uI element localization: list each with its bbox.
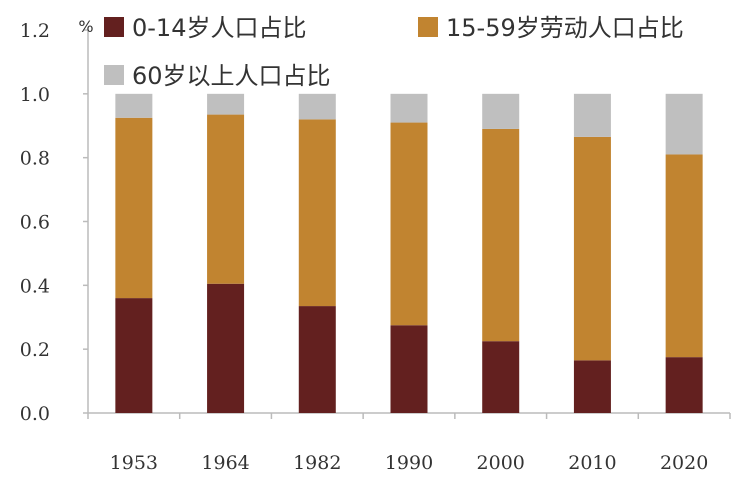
x-tick-label: 1953 bbox=[110, 452, 158, 474]
x-tick-label: 2020 bbox=[660, 452, 708, 474]
x-tick-label: 1990 bbox=[385, 452, 433, 474]
bar-segment-3-1982 bbox=[298, 93, 336, 120]
bar-segment-1-1964 bbox=[207, 283, 245, 413]
bars bbox=[115, 93, 703, 413]
y-tick-label: 0.0 bbox=[20, 403, 50, 425]
legend: 0-14岁人口占比 15-59岁劳动人口占比 60岁以上人口占比 bbox=[104, 14, 684, 90]
bar-segment-2-2010 bbox=[573, 136, 611, 361]
bar-segment-3-2010 bbox=[573, 93, 611, 137]
bar-segment-2-1964 bbox=[207, 114, 245, 284]
bar-segment-2-1982 bbox=[298, 119, 336, 307]
bar-segment-1-2000 bbox=[482, 341, 520, 413]
bar-segment-1-2010 bbox=[573, 360, 611, 413]
legend-label-1: 0-14岁人口占比 bbox=[132, 14, 306, 42]
bar-segment-1-1982 bbox=[298, 306, 336, 413]
bar-segment-1-2020 bbox=[665, 357, 703, 413]
y-axis: 0.0 0.2 0.4 0.6 0.8 1.0 1.2 bbox=[20, 20, 89, 425]
y-tick-label: 0.4 bbox=[20, 275, 50, 297]
bar-segment-2-1953 bbox=[115, 117, 153, 299]
legend-swatch-1 bbox=[104, 17, 124, 37]
bar-segment-3-1964 bbox=[207, 93, 245, 115]
bar-segment-2-2020 bbox=[665, 154, 703, 358]
y-tick-label: 1.0 bbox=[20, 84, 50, 106]
legend-label-3: 60岁以上人口占比 bbox=[132, 62, 331, 90]
bar-segment-2-1990 bbox=[390, 122, 428, 326]
x-tick-label: 1964 bbox=[201, 452, 249, 474]
x-tick-label: 2000 bbox=[477, 452, 525, 474]
y-unit-label: % bbox=[78, 17, 93, 36]
bar-segment-3-2020 bbox=[665, 93, 703, 155]
legend-swatch-2 bbox=[418, 17, 438, 37]
bar-segment-3-1953 bbox=[115, 93, 153, 118]
bar-segment-1-1953 bbox=[115, 298, 153, 413]
y-tick-label: 0.8 bbox=[20, 148, 50, 170]
legend-swatch-3 bbox=[104, 65, 124, 85]
legend-label-2: 15-59岁劳动人口占比 bbox=[446, 14, 684, 42]
bar-segment-3-1990 bbox=[390, 93, 428, 123]
bar-segment-3-2000 bbox=[482, 93, 520, 129]
bar-segment-2-2000 bbox=[482, 128, 520, 342]
y-tick-label: 0.6 bbox=[20, 212, 50, 234]
y-tick-label: 1.2 bbox=[20, 20, 50, 42]
x-tick-label: 1982 bbox=[293, 452, 341, 474]
y-tick-label: 0.2 bbox=[20, 339, 50, 361]
bar-segment-1-1990 bbox=[390, 325, 428, 413]
x-axis: 1953 1964 1982 1990 2000 2010 2020 bbox=[87, 412, 731, 474]
x-tick-label: 2010 bbox=[568, 452, 616, 474]
